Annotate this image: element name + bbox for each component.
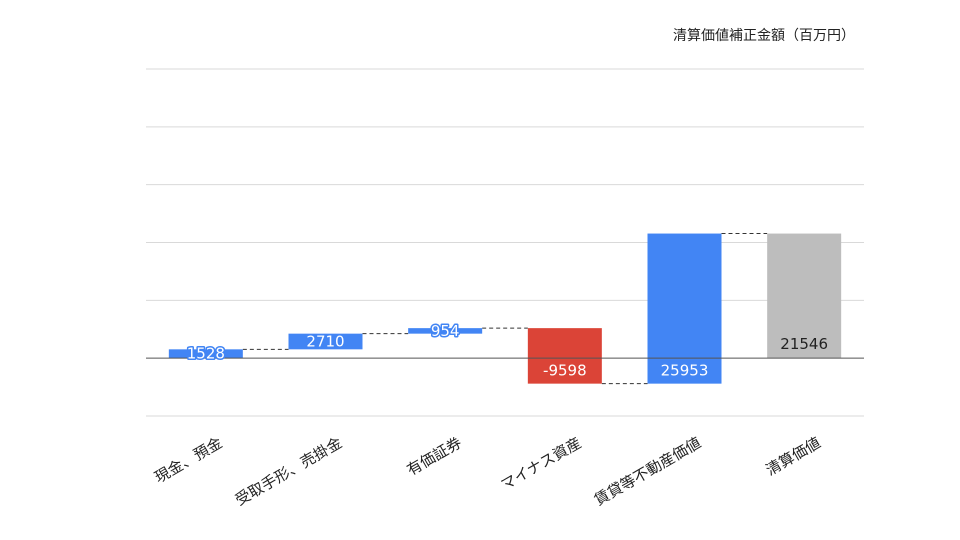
- data-label-2: 954: [431, 322, 460, 340]
- bar-2: [408, 328, 483, 334]
- data-labels: 1528 2710 954 -9598 25953 21546: [185, 320, 828, 380]
- chart-title: 清算価値補正金額（百万円）: [673, 28, 855, 44]
- category-labels: 現金、預金 受取手形、売掛金 有価証券 マイナス資産 賃貸等不動産価値 清算価値: [151, 434, 823, 510]
- gridlines: [146, 68, 864, 417]
- category-label-5: 清算価値: [763, 434, 824, 480]
- category-label-3: マイナス資産: [498, 434, 585, 494]
- bar-1: [288, 333, 363, 350]
- category-label-2: 有価証券: [404, 434, 465, 480]
- data-label-4: 25953: [661, 362, 709, 380]
- connector-lines: [242, 233, 768, 385]
- category-label-1: 受取手形、売掛金: [232, 434, 345, 510]
- bar-0: [168, 349, 243, 359]
- bars: [168, 233, 842, 384]
- data-label-1: 2710: [306, 332, 344, 350]
- data-label-5: 21546: [780, 335, 828, 353]
- category-label-0: 現金、預金: [151, 434, 225, 487]
- bar-5: [767, 233, 842, 359]
- bar-3: [527, 328, 602, 384]
- data-label-0: 1528: [187, 345, 225, 363]
- data-label-3: -9598: [543, 362, 587, 380]
- category-label-4: 賃貸等不動産価値: [591, 434, 704, 510]
